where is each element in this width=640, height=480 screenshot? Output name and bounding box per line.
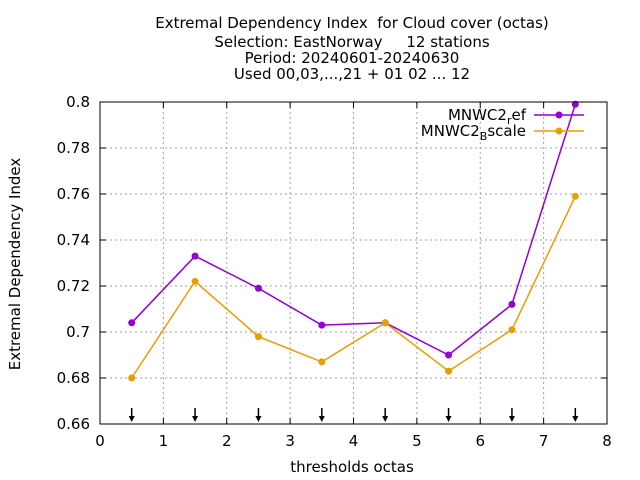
series-2 <box>128 192 579 382</box>
x-tick-label: 3 <box>285 432 295 450</box>
data-point <box>254 284 262 292</box>
data-point <box>508 326 516 334</box>
data-point <box>191 252 199 260</box>
data-point <box>191 277 199 285</box>
arrow-head <box>255 416 262 422</box>
arrow-head <box>318 416 325 422</box>
y-tick-label: 0.78 <box>57 139 90 157</box>
x-tick-label: 2 <box>222 432 232 450</box>
threshold-arrow <box>192 408 199 422</box>
arrow-head <box>572 416 579 422</box>
threshold-arrow <box>572 408 579 422</box>
arrow-head <box>445 416 452 422</box>
y-tick-label: 0.8 <box>66 93 90 111</box>
grid-lines <box>100 102 607 424</box>
chart-title-line-4: Used 00,03,...,21 + 01 02 ... 12 <box>233 65 471 83</box>
threshold-arrow <box>445 408 452 422</box>
x-axis-label: thresholds octas <box>290 458 414 476</box>
chart-title-line-2: Selection: EastNorway 12 stations <box>214 33 490 51</box>
arrow-head <box>192 416 199 422</box>
legend-swatch-marker <box>555 111 563 119</box>
y-tick-label: 0.66 <box>57 415 90 433</box>
x-tick-label: 4 <box>349 432 359 450</box>
threshold-arrow <box>382 408 389 422</box>
data-point <box>445 367 453 375</box>
data-point <box>381 319 389 327</box>
y-tick-labels: 0.66 0.68 0.7 0.72 0.74 0.76 0.78 0.8 <box>57 93 90 433</box>
data-point <box>571 192 579 200</box>
chart-title-line-1: Extremal Dependency Index for Cloud cove… <box>155 14 549 32</box>
y-axis-label: Extremal Dependency Index <box>6 158 24 371</box>
x-tick-labels: 0 1 2 3 4 5 6 7 8 <box>95 432 612 450</box>
threshold-arrow <box>255 408 262 422</box>
data-point <box>571 100 579 108</box>
threshold-arrow <box>318 408 325 422</box>
data-point <box>254 333 262 341</box>
x-tick-label: 5 <box>412 432 422 450</box>
y-tick-label: 0.76 <box>57 185 90 203</box>
plot-frame <box>99 101 608 425</box>
threshold-arrows <box>128 408 579 422</box>
threshold-arrow <box>508 408 515 422</box>
data-point <box>128 374 136 382</box>
y-tick-label: 0.68 <box>57 369 90 387</box>
arrow-head <box>128 416 135 422</box>
legend-swatch-marker <box>555 127 563 135</box>
series-line <box>131 104 577 356</box>
series-line <box>131 195 576 379</box>
y-tick-label: 0.74 <box>57 231 90 249</box>
legend-label: MNWC2Bscale <box>421 122 526 143</box>
threshold-arrow <box>128 408 135 422</box>
data-series <box>128 100 579 382</box>
arrow-head <box>382 416 389 422</box>
chart-title-line-3: Period: 20240601-20240630 <box>244 49 460 67</box>
x-tick-label: 6 <box>475 432 485 450</box>
data-point <box>128 319 136 327</box>
data-point <box>445 351 453 359</box>
x-tick-label: 0 <box>95 432 105 450</box>
arrow-head <box>508 416 515 422</box>
y-tick-label: 0.72 <box>57 277 90 295</box>
x-tick-label: 7 <box>539 432 549 450</box>
data-point <box>508 300 516 308</box>
data-point <box>318 321 326 329</box>
x-tick-label: 1 <box>159 432 169 450</box>
data-point <box>318 358 326 366</box>
y-tick-label: 0.7 <box>66 323 90 341</box>
x-tick-label: 8 <box>602 432 612 450</box>
legend-label: MNWC2ref <box>448 106 527 127</box>
